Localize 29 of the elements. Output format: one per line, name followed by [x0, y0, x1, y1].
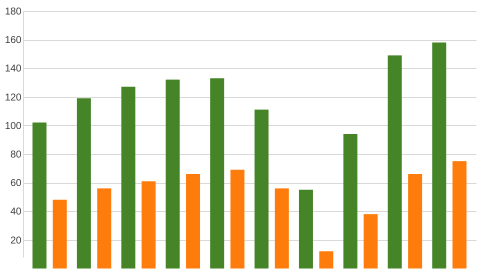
bar	[97, 188, 112, 268]
bar	[364, 214, 378, 268]
y-tick-label: 120	[4, 92, 22, 104]
bar	[210, 78, 224, 268]
y-tick-label: 160	[4, 35, 22, 46]
y-tick-label: 180	[4, 6, 22, 18]
bar	[230, 170, 244, 268]
bar	[432, 42, 446, 268]
bar	[142, 181, 156, 268]
bar	[52, 200, 67, 268]
bar	[186, 174, 200, 268]
bar	[254, 110, 269, 268]
bar	[452, 161, 467, 268]
bar	[76, 98, 91, 268]
bar	[319, 251, 334, 268]
y-tick-label: 60	[10, 178, 22, 190]
bar	[408, 174, 422, 268]
bar	[298, 190, 313, 268]
y-tick-label: 20	[10, 235, 22, 246]
y-tick-label: 140	[4, 64, 22, 75]
y-tick-label: 100	[4, 120, 22, 132]
bar	[274, 188, 289, 268]
y-tick-label: 40	[10, 206, 22, 218]
bar	[32, 122, 46, 268]
bar	[166, 80, 180, 268]
bar	[121, 86, 136, 268]
y-tick-label: 80	[10, 150, 22, 161]
bar	[388, 55, 402, 268]
bar	[343, 134, 358, 268]
